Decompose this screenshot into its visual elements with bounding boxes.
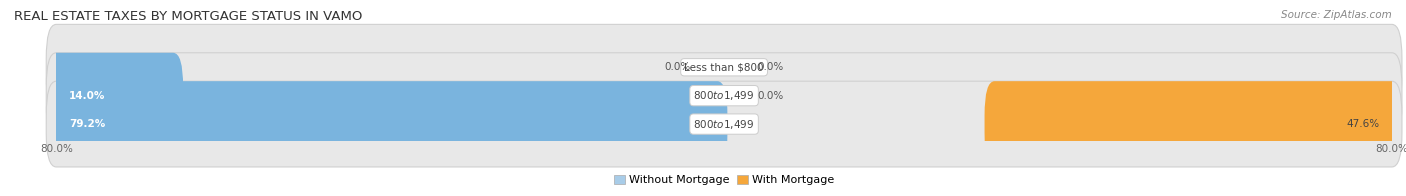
Text: 14.0%: 14.0% — [69, 91, 105, 101]
Text: Source: ZipAtlas.com: Source: ZipAtlas.com — [1281, 10, 1392, 20]
Text: 79.2%: 79.2% — [69, 119, 105, 129]
Text: Less than $800: Less than $800 — [685, 62, 763, 72]
Text: 0.0%: 0.0% — [758, 91, 783, 101]
FancyBboxPatch shape — [984, 81, 1402, 167]
Text: 47.6%: 47.6% — [1347, 119, 1379, 129]
FancyBboxPatch shape — [46, 81, 727, 167]
FancyBboxPatch shape — [46, 24, 1402, 110]
Text: $800 to $1,499: $800 to $1,499 — [693, 89, 755, 102]
FancyBboxPatch shape — [46, 81, 1402, 167]
Text: 0.0%: 0.0% — [758, 62, 783, 72]
FancyBboxPatch shape — [46, 53, 1402, 139]
FancyBboxPatch shape — [46, 53, 183, 139]
Legend: Without Mortgage, With Mortgage: Without Mortgage, With Mortgage — [609, 170, 839, 190]
Text: REAL ESTATE TAXES BY MORTGAGE STATUS IN VAMO: REAL ESTATE TAXES BY MORTGAGE STATUS IN … — [14, 10, 363, 23]
Text: 0.0%: 0.0% — [665, 62, 690, 72]
Text: $800 to $1,499: $800 to $1,499 — [693, 118, 755, 131]
